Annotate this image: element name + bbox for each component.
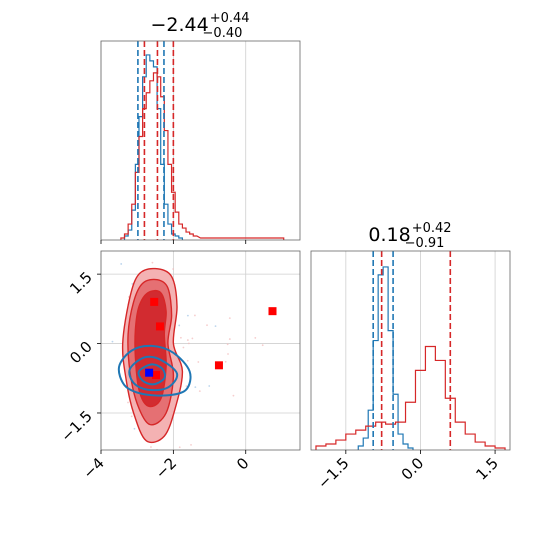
scatter-point: [178, 446, 181, 449]
scatter-point: [232, 394, 235, 397]
histogram-series: [357, 266, 414, 450]
scatter-point: [254, 337, 257, 339]
scatter-point: [226, 343, 229, 346]
scatter-point: [194, 314, 196, 317]
scatter-point: [150, 446, 152, 448]
blue-contour-level: [117, 344, 192, 397]
scatter-point: [178, 324, 181, 327]
blue-contour-level: [137, 363, 166, 386]
scatter-point: [186, 359, 189, 362]
scatter-point: [187, 342, 190, 345]
y-marginal-tick-label: 1.5: [472, 454, 502, 484]
y-title-sup: +0.42: [412, 221, 452, 236]
histogram-series: [315, 345, 506, 450]
scatter-point: [214, 325, 217, 328]
joint-panel: −4 −2 0 −1.5 0.0 1.5: [57, 237, 301, 482]
y-marginal-panel: −1.5 0.0 1.5 0.18+0.42 −0.91: [310, 221, 511, 493]
scatter-point: [151, 261, 154, 264]
scatter-point: [179, 336, 182, 339]
joint-y-tick-label: −1.5: [57, 407, 95, 445]
scatter-point: [127, 401, 129, 404]
scatter-point: [130, 415, 133, 418]
y-marginal-histograms: [315, 266, 506, 450]
scatter-point: [208, 385, 211, 387]
scatter-point: [120, 263, 123, 265]
scatter-point: [133, 427, 136, 430]
scatter-point: [172, 268, 175, 270]
y-marginal-title: 0.18+0.42 −0.91: [368, 221, 451, 251]
marker-square: [155, 322, 164, 331]
scatter-point: [190, 443, 192, 446]
histogram-series: [120, 72, 285, 240]
scatter-point: [186, 314, 189, 317]
scatter-point: [261, 344, 264, 347]
x-marginal-ticks: [100, 240, 247, 244]
marker-square: [151, 371, 160, 380]
joint-x-tick-label: −4: [79, 454, 107, 482]
joint-x-tick-label: −2: [152, 454, 180, 482]
x-marginal-quantile-lines: [137, 41, 175, 240]
scatter-point: [228, 317, 231, 319]
x-marginal-histograms: [120, 54, 285, 240]
scatter-point: [206, 324, 208, 327]
marker-square: [145, 368, 154, 377]
marker-square: [214, 361, 223, 370]
blue-contour-level: [128, 355, 179, 392]
scatter-point: [198, 390, 201, 392]
scatter-point: [197, 361, 200, 363]
scatter-point: [191, 337, 194, 340]
scatter-point: [182, 346, 185, 349]
joint-contours: [111, 237, 277, 466]
y-marginal-ticks: −1.5 0.0 1.5: [314, 450, 502, 493]
scatter-point: [185, 385, 188, 388]
y-marginal-tick-label: −1.5: [314, 454, 352, 492]
marker-square: [268, 307, 277, 316]
y-title-value: 0.18: [368, 224, 410, 246]
marker-square: [150, 297, 159, 306]
scatter-point: [146, 458, 148, 460]
scatter-point: [118, 464, 120, 466]
joint-y-tick-label: 1.5: [66, 268, 96, 298]
scatter-point: [227, 353, 229, 355]
scatter-point: [131, 283, 134, 285]
x-title-value: −2.44: [150, 14, 208, 36]
y-marginal-tick-label: 0.0: [398, 454, 428, 484]
scatter-point: [224, 360, 227, 363]
x-marginal-frame: [100, 40, 301, 241]
scatter-point: [186, 339, 189, 341]
y-marginal-frame: [310, 250, 511, 451]
x-title-sub: −0.40: [203, 26, 243, 41]
scatter-point: [228, 338, 231, 340]
x-marginal-panel: −2.44+0.44 −0.40: [100, 11, 301, 244]
scatter-point: [194, 386, 197, 388]
y-marginal-quantile-lines: [372, 251, 452, 450]
y-title-sub: −0.91: [405, 236, 445, 251]
y-marginal-grid: [345, 251, 496, 450]
x-marginal-title: −2.44+0.44 −0.40: [150, 11, 249, 41]
joint-x-tick-label: 0: [233, 454, 252, 473]
x-title-sup: +0.44: [210, 11, 250, 26]
scatter-point: [111, 340, 114, 343]
joint-frame: [100, 250, 301, 451]
scatter-point: [161, 237, 163, 239]
joint-y-tick-label: 0.0: [66, 338, 96, 368]
scatter-point: [147, 241, 149, 243]
